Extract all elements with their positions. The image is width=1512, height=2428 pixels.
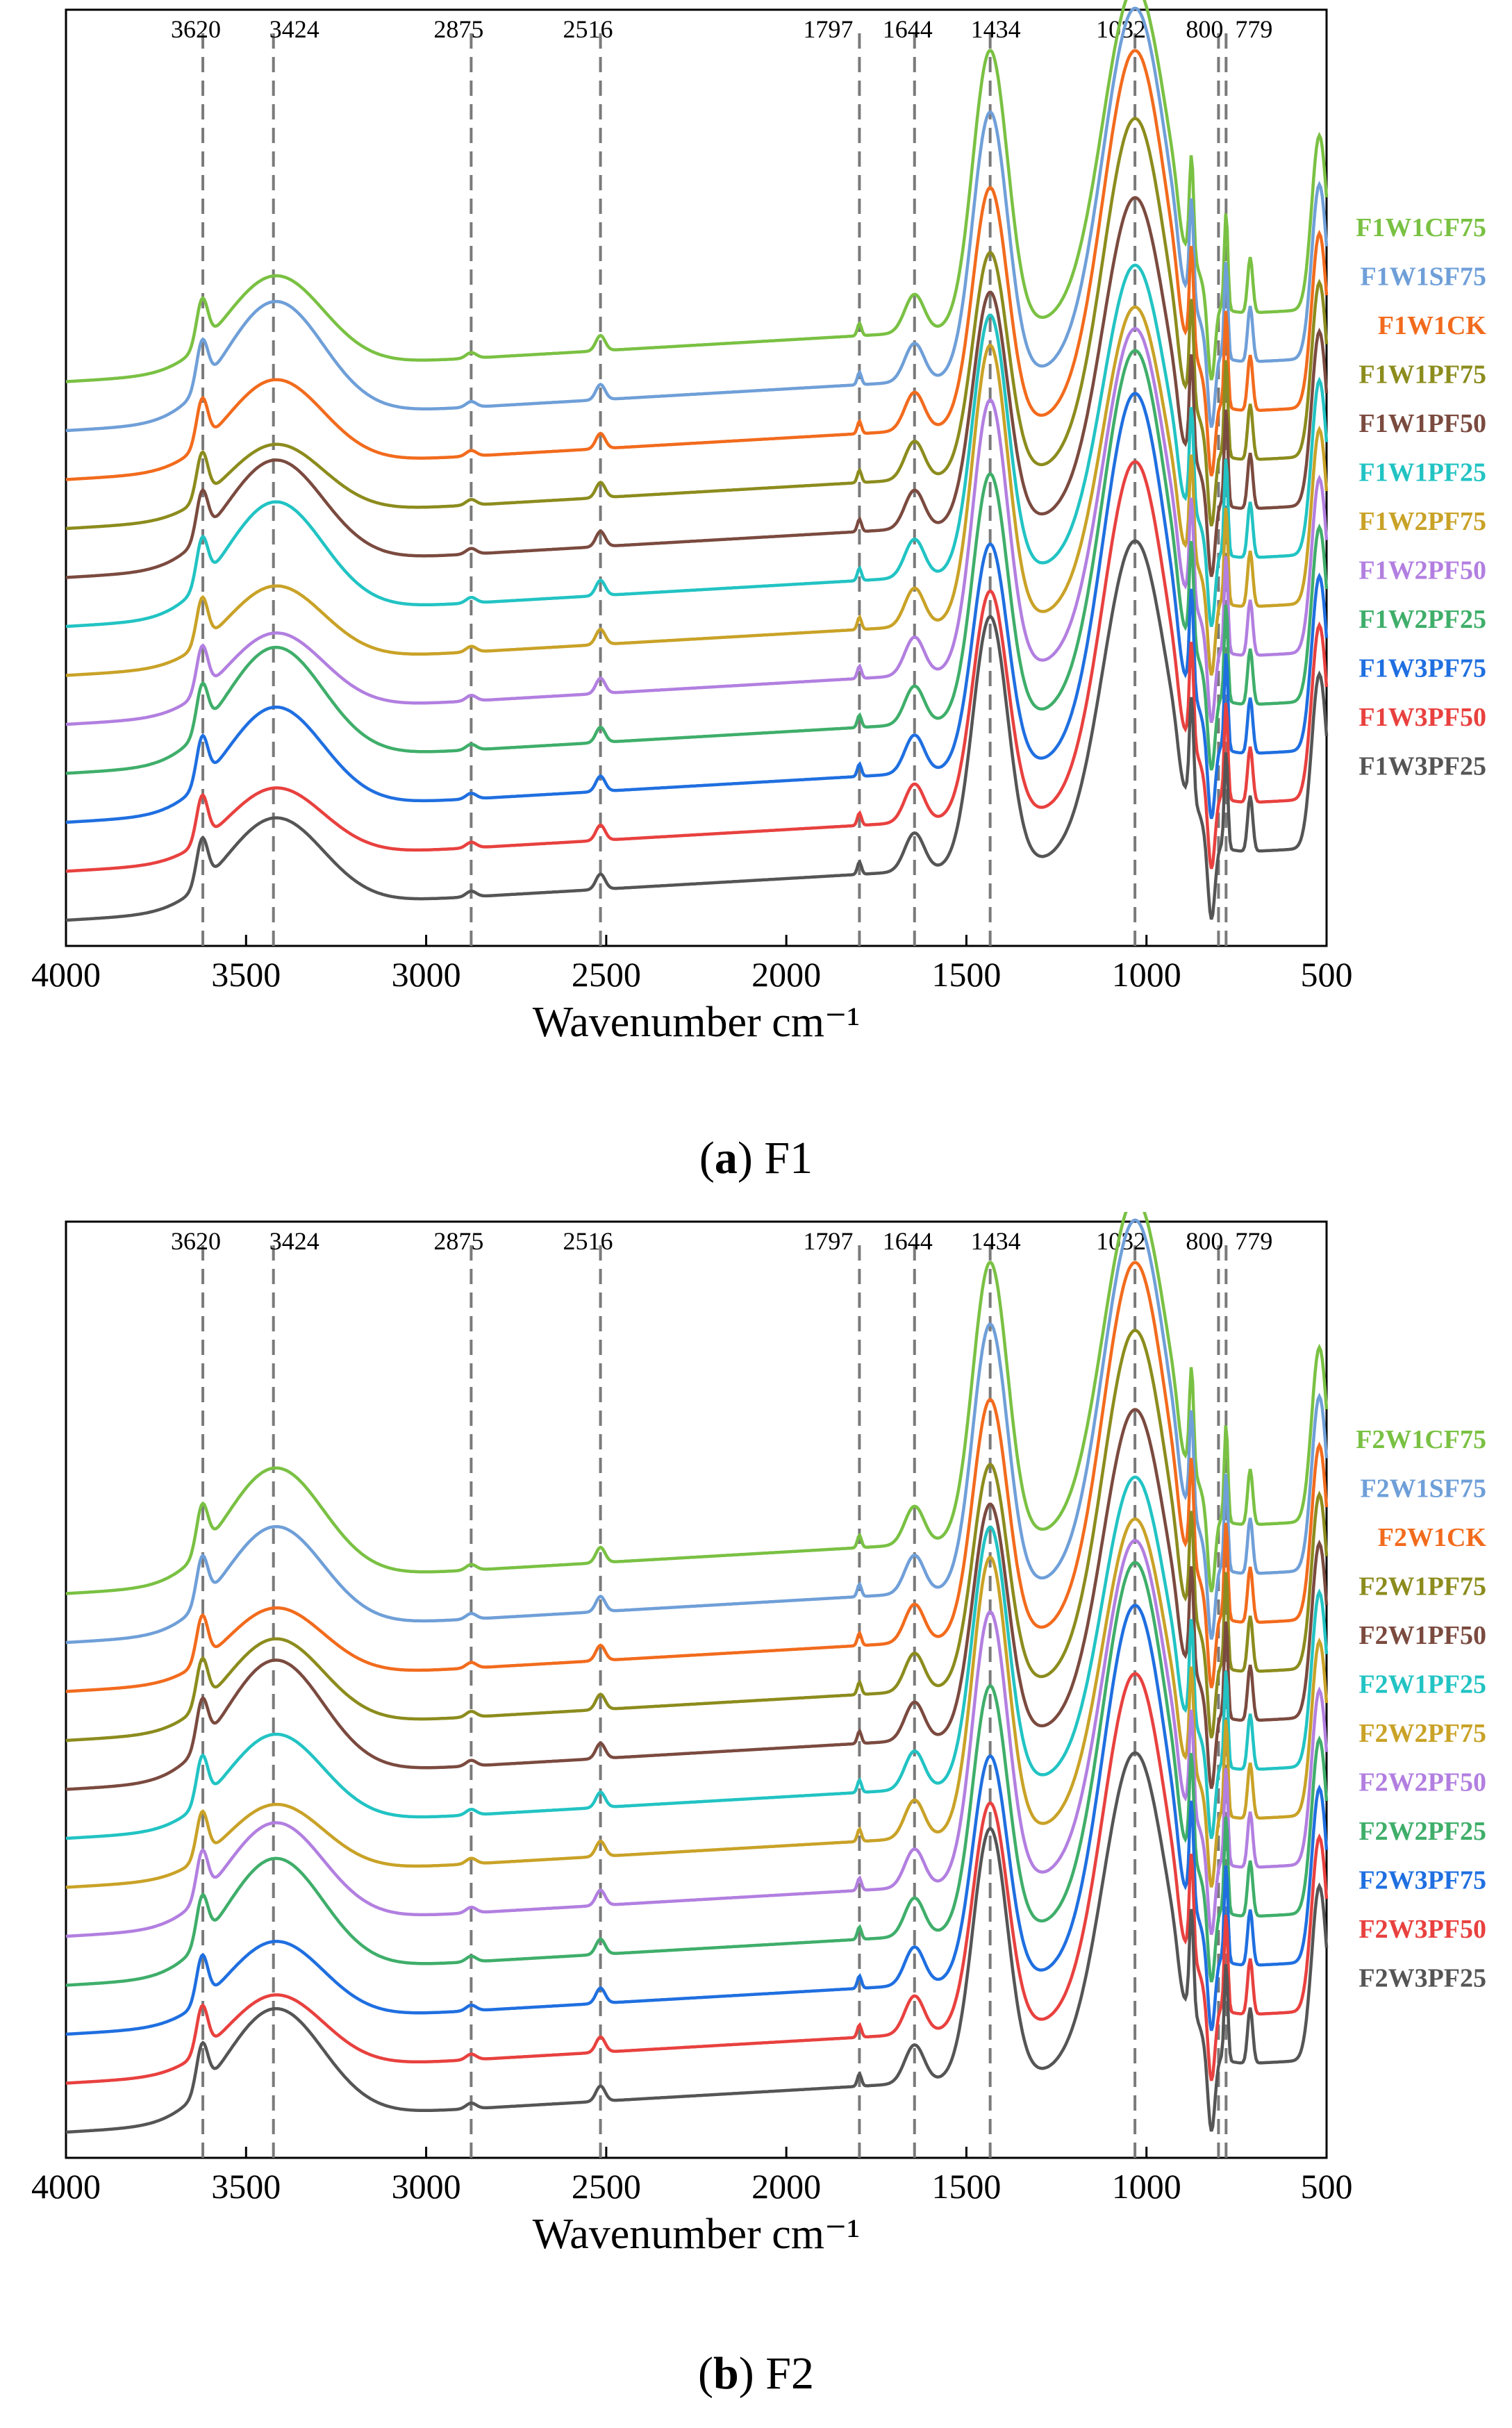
spectrum-F1W1CK (65, 49, 1329, 481)
peak-label-1434: 1434 (971, 15, 1021, 43)
spectrum-F1W3PF75 (65, 392, 1329, 824)
legend-F2W2PF25: F2W2PF25 (1359, 1817, 1486, 1846)
legend-F1W1CF75: F1W1CF75 (1356, 213, 1486, 242)
legend-F2W2PF75: F2W2PF75 (1359, 1719, 1486, 1748)
spectrum-F2W1PF25 (65, 1475, 1329, 1840)
x-tick-label: 3000 (392, 955, 461, 994)
legend-F2W3PF50: F2W3PF50 (1359, 1915, 1486, 1944)
peak-label-1644: 1644 (883, 1227, 933, 1255)
legend-F2W1CF75: F2W1CF75 (1356, 1425, 1486, 1454)
peak-label-3424: 3424 (269, 15, 319, 43)
legend-F2W1PF75: F2W1PF75 (1359, 1572, 1486, 1602)
caption-b-text: F2 (765, 2348, 814, 2399)
peak-label-1644: 1644 (883, 15, 933, 43)
peak-label-2516: 2516 (563, 1227, 613, 1255)
spectrum-F2W1SF75 (65, 1218, 1329, 1645)
legend-F1W3PF50: F1W3PF50 (1359, 703, 1486, 732)
legend-F2W1PF50: F2W1PF50 (1359, 1621, 1486, 1650)
spectrum-F2W1CK (65, 1261, 1329, 1693)
x-tick-label: 3500 (211, 2167, 281, 2206)
legend-F1W1SF75: F1W1SF75 (1360, 263, 1486, 292)
peak-label-2516: 2516 (563, 15, 613, 43)
legend-F1W2PF75: F1W2PF75 (1359, 507, 1486, 536)
legend-F2W3PF25: F2W3PF25 (1359, 1964, 1486, 1993)
spectrum-F2W3PF25 (65, 1751, 1329, 2134)
caption-a-letter: a (714, 1133, 738, 1183)
caption-b-letter: b (713, 2348, 739, 2399)
legend-F1W1PF50: F1W1PF50 (1359, 409, 1486, 438)
spectrum-F2W1PF50 (65, 1408, 1329, 1791)
spectrum-F1W2PF50 (65, 326, 1329, 726)
peak-label-800: 800 (1186, 15, 1223, 43)
peak-label-3424: 3424 (269, 1227, 319, 1255)
peak-label-800: 800 (1186, 1227, 1223, 1255)
spectrum-F1W2PF25 (65, 349, 1329, 775)
spectrum-F2W2PF25 (65, 1561, 1329, 1987)
peak-label-779: 779 (1235, 15, 1272, 43)
caption-b: (b) F2 (698, 2348, 814, 2399)
spectrum-F2W2PF50 (65, 1538, 1329, 1938)
legend-F2W3PF75: F2W3PF75 (1359, 1866, 1486, 1895)
peak-label-1797: 1797 (803, 1227, 853, 1255)
peak-label-1797: 1797 (803, 15, 853, 43)
spectrum-F1W1SF75 (65, 6, 1329, 433)
caption-a: (a) F1 (699, 1133, 813, 1183)
peak-label-2875: 2875 (433, 1227, 483, 1255)
chart-panel-a: 3620 3424 2875 2516 1797 1644 1434 1032 800 77940… (31, 0, 1487, 1046)
x-tick-label: 2500 (572, 955, 641, 994)
chart-panel-b: 3620 3424 2875 2516 1797 1644 1434 1032 800 77940… (31, 1212, 1487, 2258)
legend-F2W1SF75: F2W1SF75 (1360, 1474, 1486, 1504)
x-tick-label: 1000 (1112, 955, 1181, 994)
spectrum-F2W1CF75 (65, 1212, 1329, 1595)
x-axis-label: Wavenumber cm⁻¹ (533, 999, 861, 1046)
legend-F2W2PF50: F2W2PF50 (1359, 1768, 1486, 1797)
spectrum-F1W1CF75 (65, 0, 1329, 383)
peak-label-1434: 1434 (971, 1227, 1021, 1255)
spectrum-F1W1PF50 (65, 196, 1329, 579)
x-tick-label: 3000 (392, 2167, 461, 2206)
x-tick-label: 4000 (31, 955, 101, 994)
legend-F1W3PF25: F1W3PF25 (1359, 752, 1486, 781)
spectrum-F1W1PF75 (65, 117, 1329, 531)
x-tick-label: 500 (1301, 955, 1353, 994)
peak-label-779: 779 (1235, 1227, 1272, 1255)
spectrum-F2W1PF75 (65, 1329, 1329, 1743)
legend-F1W1PF25: F1W1PF25 (1359, 458, 1486, 488)
caption-a-text: F1 (764, 1133, 813, 1183)
x-axis-label: Wavenumber cm⁻¹ (533, 2211, 861, 2258)
spectrum-F2W3PF75 (65, 1604, 1329, 2036)
spectrum-F1W3PF50 (65, 460, 1329, 873)
x-tick-label: 1000 (1112, 2167, 1181, 2206)
x-tick-label: 2500 (572, 2167, 641, 2206)
plot-frame (65, 8, 1328, 947)
x-tick-label: 1500 (931, 2167, 1001, 2206)
legend-F2W1PF25: F2W1PF25 (1359, 1670, 1486, 1699)
peak-label-3620: 3620 (171, 15, 221, 43)
x-tick-label: 2000 (751, 955, 821, 994)
x-tick-label: 500 (1301, 2167, 1353, 2206)
spectrum-F2W2PF75 (65, 1517, 1329, 1889)
legend-F1W1CK: F1W1CK (1378, 311, 1487, 340)
x-tick-label: 3500 (211, 955, 281, 994)
spectrum-F1W1PF25 (65, 263, 1329, 629)
legend-F1W3PF75: F1W3PF75 (1359, 654, 1486, 683)
peak-label-3620: 3620 (171, 1227, 221, 1255)
peak-label-2875: 2875 (433, 15, 483, 43)
legend-F1W2PF25: F1W2PF25 (1359, 605, 1486, 634)
legend-F2W1CK: F2W1CK (1378, 1523, 1487, 1552)
x-tick-label: 2000 (751, 2167, 821, 2206)
x-tick-label: 4000 (31, 2167, 101, 2206)
x-tick-label: 1500 (931, 955, 1001, 994)
legend-F1W2PF50: F1W2PF50 (1359, 556, 1486, 585)
spectrum-F2W3PF50 (65, 1672, 1329, 2085)
spectrum-F1W2PF75 (65, 305, 1329, 677)
legend-F1W1PF75: F1W1PF75 (1359, 360, 1486, 390)
spectrum-F1W3PF25 (65, 539, 1329, 922)
